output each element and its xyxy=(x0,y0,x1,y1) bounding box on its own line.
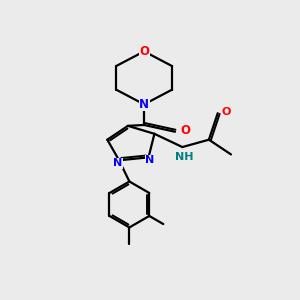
Text: N: N xyxy=(146,155,154,165)
Text: NH: NH xyxy=(175,152,193,162)
Text: O: O xyxy=(221,107,231,117)
Text: N: N xyxy=(139,98,149,111)
Text: N: N xyxy=(113,158,122,168)
Text: O: O xyxy=(139,45,149,58)
Text: O: O xyxy=(180,124,190,137)
